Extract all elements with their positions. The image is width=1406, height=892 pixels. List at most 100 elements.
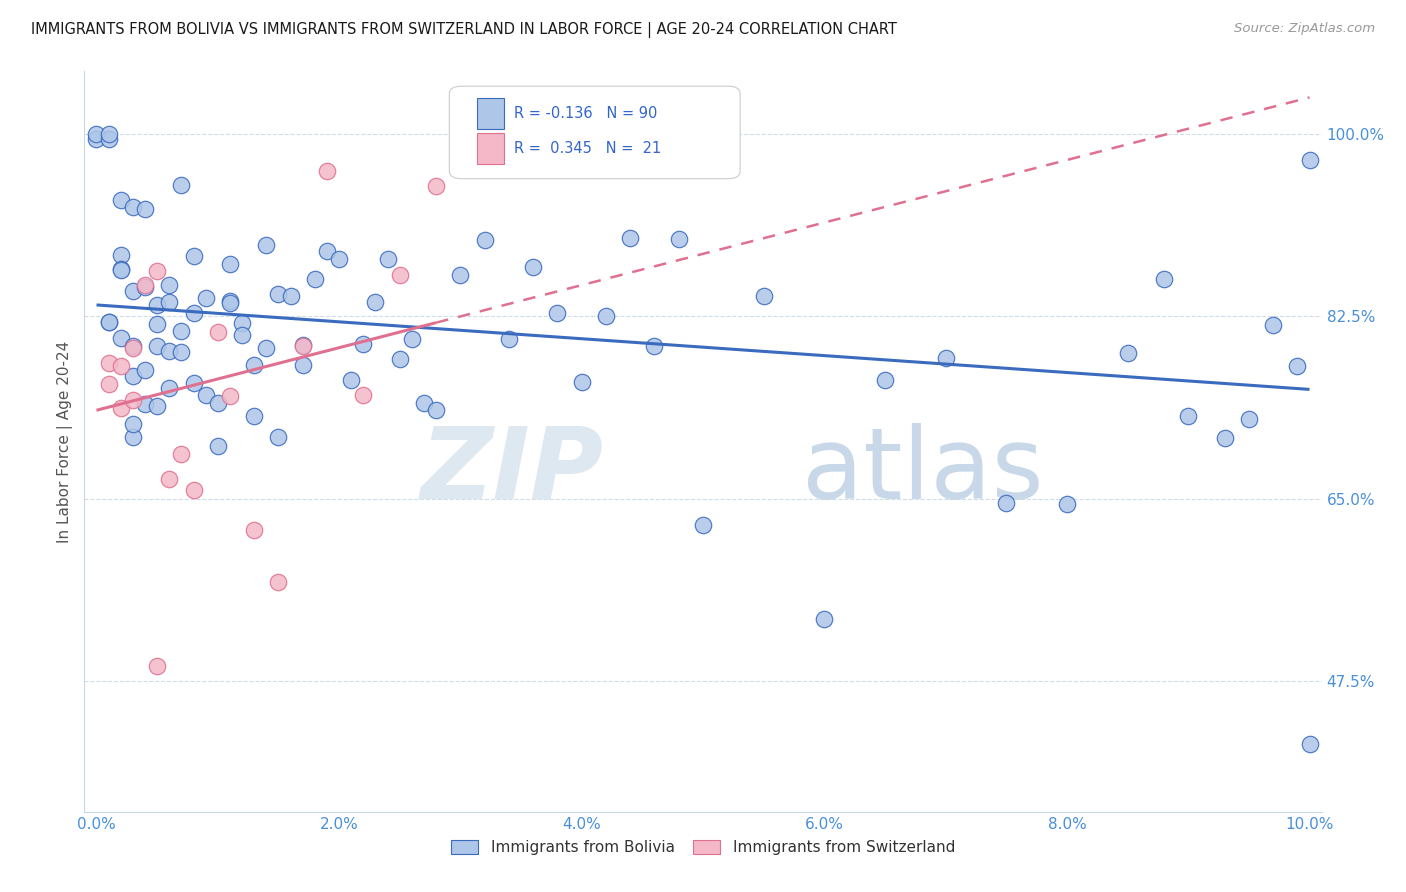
Point [1298,737,1320,751]
Point [668,232,690,246]
Point [146,658,169,673]
Point [425,402,447,417]
Text: R = -0.136   N = 90: R = -0.136 N = 90 [513,106,657,121]
Point [170,324,193,338]
Point [692,517,714,532]
Point [219,257,242,271]
Point [291,358,314,372]
Point [1286,359,1309,374]
Point [474,233,496,247]
Point [340,373,363,387]
Point [413,395,436,409]
Point [522,260,544,275]
Point [110,247,132,261]
Point [401,333,423,347]
Point [352,387,374,401]
Point [110,193,132,207]
Point [122,341,145,355]
Point [194,388,217,402]
Point [183,376,205,391]
FancyBboxPatch shape [477,98,503,129]
Point [122,284,145,298]
Point [194,292,217,306]
Point [157,295,180,310]
Point [110,359,132,374]
Point [157,343,180,358]
Point [243,523,266,537]
Point [219,295,242,310]
Point [97,315,120,329]
Point [571,376,593,390]
Point [254,341,277,355]
Point [291,338,314,352]
Point [1213,431,1236,445]
Point [254,238,277,252]
Point [122,430,145,444]
Point [170,178,193,193]
Point [146,297,169,311]
Point [122,338,145,352]
Point [316,244,339,259]
Point [1056,497,1078,511]
Point [352,337,374,351]
Point [157,277,180,292]
Point [86,132,108,146]
Point [122,392,145,407]
Text: ZIP: ZIP [420,423,605,520]
Point [995,496,1018,510]
Point [267,287,290,301]
Point [643,339,665,353]
Point [304,271,326,285]
Point [134,278,156,293]
Point [813,612,835,626]
Point [267,575,290,590]
Point [752,288,775,302]
Point [498,332,520,346]
Legend: Immigrants from Bolivia, Immigrants from Switzerland: Immigrants from Bolivia, Immigrants from… [446,836,960,860]
Point [122,200,145,214]
Text: Source: ZipAtlas.com: Source: ZipAtlas.com [1234,22,1375,36]
Point [110,262,132,277]
Point [219,293,242,308]
Point [873,373,896,387]
Point [134,280,156,294]
Point [110,401,132,415]
Point [97,315,120,329]
Point [1177,409,1199,423]
Point [157,381,180,395]
Point [86,127,108,141]
Point [134,363,156,377]
Point [183,483,205,498]
Point [280,289,302,303]
Text: R =  0.345   N =  21: R = 0.345 N = 21 [513,141,661,156]
Point [183,305,205,319]
Point [146,318,169,332]
Point [291,339,314,353]
Point [110,263,132,277]
Point [122,369,145,384]
FancyBboxPatch shape [477,133,503,164]
Point [449,268,471,283]
Point [207,439,229,453]
Point [97,127,120,141]
Point [134,202,156,216]
Point [97,356,120,370]
Point [207,325,229,339]
Point [146,339,169,353]
Point [935,351,957,365]
Point [1153,272,1175,286]
Point [388,351,411,366]
Text: IMMIGRANTS FROM BOLIVIA VS IMMIGRANTS FROM SWITZERLAND IN LABOR FORCE | AGE 20-2: IMMIGRANTS FROM BOLIVIA VS IMMIGRANTS FR… [31,22,897,38]
Point [619,231,641,245]
Y-axis label: In Labor Force | Age 20-24: In Labor Force | Age 20-24 [58,341,73,542]
Point [146,264,169,278]
Point [328,252,350,266]
FancyBboxPatch shape [450,87,740,178]
Point [595,309,617,323]
Point [97,377,120,392]
Point [231,316,253,330]
Point [1298,153,1320,167]
Point [364,294,387,309]
Point [425,179,447,194]
Point [243,358,266,372]
